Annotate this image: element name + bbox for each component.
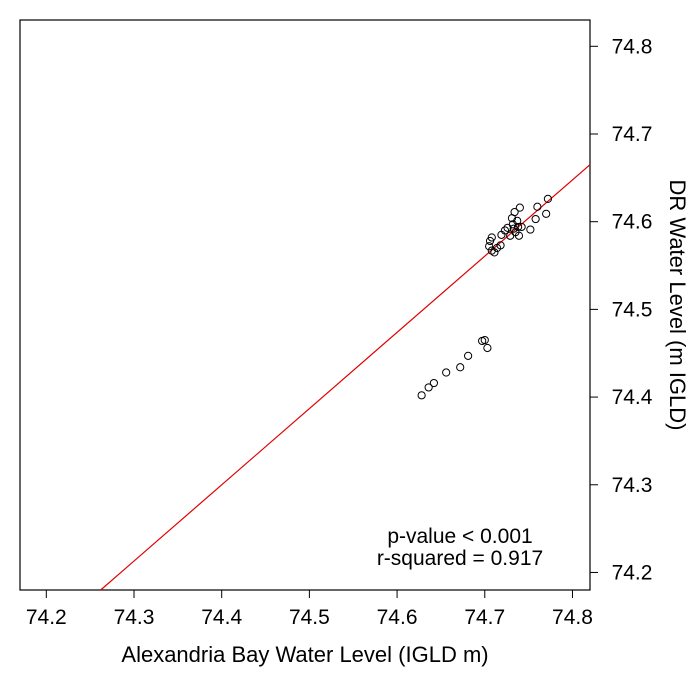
regression-line-layer [100,164,591,591]
y-tick-label: 74.2 [612,561,653,584]
data-point [442,368,451,377]
x-tick-label: 74.3 [114,606,155,629]
data-points [417,194,553,400]
y-tick-label: 74.3 [612,474,653,497]
y-tick-label: 74.4 [612,386,653,409]
data-point [531,214,540,224]
data-point [533,202,542,211]
data-point [543,194,553,203]
x-tick-label: 74.6 [377,606,418,629]
data-point [485,242,494,251]
p-value-annotation: p-value < 0.001 [387,525,532,548]
x-tick-label: 74.2 [26,606,67,629]
data-point [483,343,492,353]
y-axis: 74.2 74.3 74.4 74.5 74.6 74.7 74.8 [590,35,653,584]
data-point [513,216,522,225]
data-point [515,203,524,212]
data-point [517,222,526,232]
regression-line [100,164,591,591]
data-point [424,383,433,392]
y-tick-label: 74.6 [612,211,653,234]
data-point [487,246,496,255]
x-axis-title: Alexandria Bay Water Level (IGLD m) [121,642,488,667]
x-tick-label: 74.8 [552,606,593,629]
y-tick-label: 74.7 [612,123,653,146]
data-point [480,335,489,345]
data-point [496,241,505,250]
x-tick-label: 74.7 [464,606,505,629]
data-point [526,225,535,234]
x-tick-label: 74.5 [289,606,330,629]
data-point [487,233,496,242]
data-point [542,209,551,218]
data-point [490,248,499,257]
y-axis-title: DR Water Level (m IGLD) [665,179,690,430]
data-point [464,351,473,360]
y-tick-label: 74.8 [612,35,653,58]
x-axis: 74.2 74.3 74.4 74.5 74.6 74.7 74.8 [26,590,593,629]
data-point [417,391,426,400]
data-point [456,363,465,372]
data-point [500,226,510,235]
data-point [513,222,523,232]
r-squared-annotation: r-squared = 0.917 [377,547,543,570]
data-point [514,231,524,240]
x-tick-label: 74.4 [201,606,242,629]
data-point [510,207,519,217]
data-point [429,378,439,388]
y-tick-label: 74.5 [612,298,653,321]
plot-area-frame [19,19,591,591]
